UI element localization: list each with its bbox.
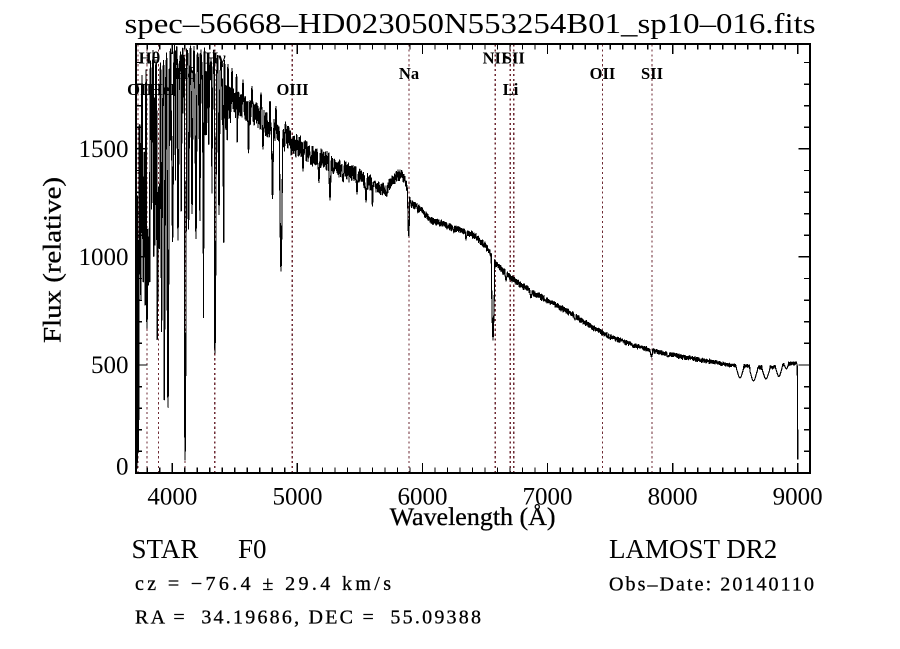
svg-text:LAMOST DR2: LAMOST DR2 (609, 534, 777, 564)
svg-text:Hγ: Hγ (205, 49, 226, 68)
svg-text:9000: 9000 (773, 484, 823, 511)
svg-text:STAR: STAR (132, 534, 199, 564)
svg-text:1500: 1500 (79, 136, 129, 163)
svg-text:Flux (relative): Flux (relative) (40, 177, 67, 343)
svg-text:cz = −76.4 ± 29.4 km/s: cz = −76.4 ± 29.4 km/s (135, 573, 391, 595)
svg-text:4000: 4000 (147, 484, 197, 511)
svg-text:NII: NII (483, 49, 508, 68)
svg-text:Hδ: Hδ (175, 64, 196, 83)
svg-text:1000: 1000 (79, 244, 129, 271)
svg-text:5000: 5000 (272, 484, 322, 511)
svg-text:7000: 7000 (523, 484, 573, 511)
svg-text:spec–56668–HD023050N553254B01_: spec–56668–HD023050N553254B01_sp10–016.f… (125, 8, 816, 40)
svg-text:500: 500 (91, 352, 129, 379)
svg-text:Na: Na (399, 64, 419, 83)
svg-text:6000: 6000 (398, 484, 448, 511)
svg-text:Li: Li (503, 80, 519, 99)
svg-text:SII: SII (503, 49, 525, 68)
svg-text:RA = 34.19686, DEC = 55.0938: RA = 34.19686, DEC = 55.09388 (135, 607, 481, 629)
svg-text:HeI: HeI (150, 80, 177, 99)
svg-text:Wavelength (Å): Wavelength (Å) (390, 504, 556, 531)
svg-text:0: 0 (116, 454, 129, 481)
svg-text:OII: OII (590, 64, 616, 83)
svg-text:SII: SII (641, 64, 663, 83)
svg-text:Hθ: Hθ (139, 49, 160, 68)
svg-text:OIII: OIII (276, 80, 308, 99)
svg-text:F0: F0 (238, 534, 267, 564)
svg-text:8000: 8000 (648, 484, 698, 511)
svg-text:OII: OII (127, 80, 153, 99)
